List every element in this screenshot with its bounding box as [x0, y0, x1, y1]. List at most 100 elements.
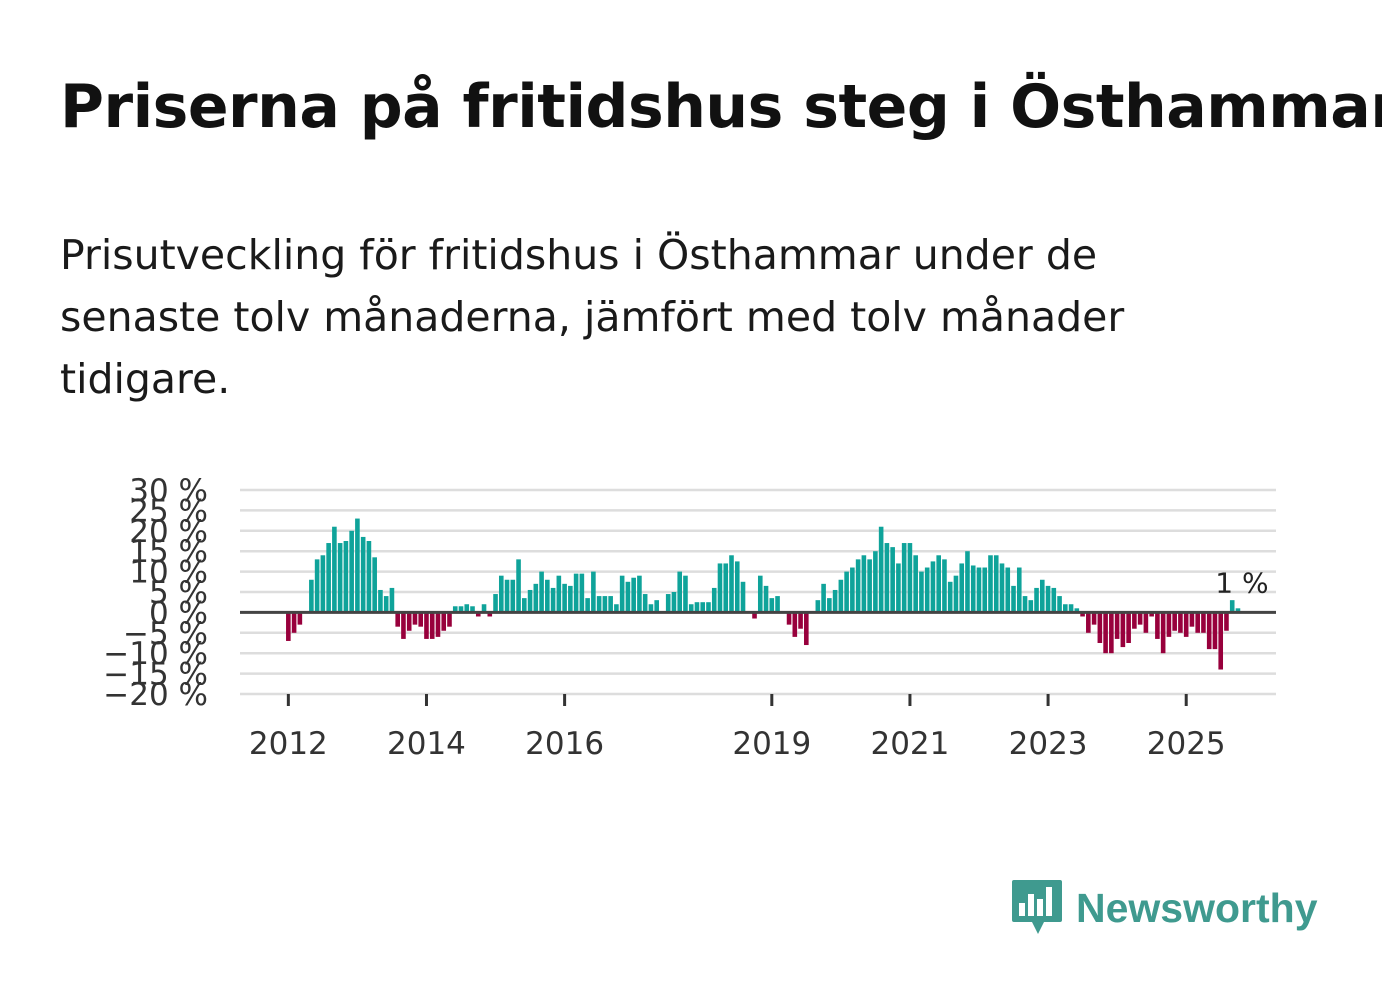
bar: [804, 612, 809, 646]
bar: [815, 600, 821, 613]
bar: [1172, 612, 1177, 631]
bar: [855, 559, 861, 613]
bar: [475, 612, 481, 617]
bar: [729, 555, 734, 613]
bar: [993, 555, 999, 613]
bar: [539, 571, 544, 613]
bar: [401, 612, 406, 639]
bar: [320, 555, 326, 613]
bar: [487, 612, 493, 617]
bar: [406, 612, 412, 631]
bar: [901, 543, 907, 613]
bar: [1103, 612, 1108, 654]
bar: [1137, 612, 1143, 625]
bar: [1011, 585, 1016, 613]
bar: [608, 596, 613, 613]
bar: [654, 600, 659, 613]
bar: [360, 536, 366, 613]
bar: [1045, 585, 1051, 613]
bar: [498, 575, 504, 613]
bar: [332, 526, 337, 613]
bar: [389, 587, 395, 613]
bar: [447, 612, 452, 627]
bar: [775, 596, 780, 613]
bar: [573, 573, 579, 613]
bar: [1235, 608, 1241, 613]
bar: [665, 594, 671, 613]
bar: [792, 612, 798, 637]
bar: [688, 604, 694, 613]
bar: [1051, 587, 1057, 613]
bar: [297, 612, 303, 625]
bar: [1189, 612, 1195, 627]
bar: [1218, 612, 1224, 670]
x-tick-label: 2016: [525, 726, 604, 762]
bar: [631, 577, 636, 613]
bar: [470, 606, 475, 613]
bar: [890, 547, 895, 613]
bar: [326, 543, 331, 613]
bar: [798, 612, 803, 629]
bar: [1166, 612, 1172, 637]
bar: [982, 567, 988, 613]
bar: [959, 563, 965, 613]
bar: [395, 612, 400, 627]
bar: [366, 541, 372, 613]
bar: [919, 571, 924, 613]
bar: [349, 530, 354, 613]
y-tick-label: −5 %: [123, 616, 208, 652]
y-tick-label: 5 %: [149, 575, 208, 611]
bar: [1080, 612, 1085, 617]
bar: [763, 585, 769, 613]
bar: [1206, 612, 1212, 650]
bar: [896, 563, 901, 613]
bar: [970, 565, 976, 613]
bar: [596, 596, 602, 613]
bar: [309, 579, 314, 613]
y-axis-labels: −20 %−15 %−10 %−5 %0 %5 %10 %15 %20 %25 …: [103, 473, 208, 713]
bar: [1034, 587, 1039, 613]
bar: [286, 612, 291, 641]
bar: [1155, 612, 1160, 639]
newsworthy-logo: Newsworthy: [1010, 878, 1318, 938]
bar: [562, 583, 567, 613]
end-value-label: 1 %: [1215, 566, 1268, 599]
bar: [314, 559, 320, 613]
bar: [452, 606, 458, 613]
brand-name: Newsworthy: [1076, 884, 1318, 931]
bar: [821, 583, 826, 613]
bar: [619, 575, 625, 613]
bar: [568, 585, 573, 613]
bar: [458, 606, 464, 613]
bar: [1120, 612, 1126, 648]
bar: [1097, 612, 1103, 643]
chart-subtitle: Prisutveckling för fritidshus i Östhamma…: [60, 231, 1125, 403]
bar: [343, 541, 349, 613]
y-tick-label: 25 %: [129, 493, 208, 529]
bar: [585, 598, 590, 613]
bar: [769, 598, 775, 613]
bar: [510, 579, 516, 613]
x-tick-label: 2012: [249, 726, 328, 762]
bar: [642, 594, 648, 613]
chart-title: Priserna på fritidshus steg i Östhammar: [60, 72, 1382, 142]
bar: [757, 575, 763, 613]
bar: [291, 612, 297, 633]
bar: [976, 567, 982, 613]
bar: [942, 559, 947, 613]
bar: [734, 561, 740, 613]
bar: [1114, 612, 1120, 639]
bar: [337, 543, 343, 613]
bar: [441, 612, 447, 631]
bar: [579, 573, 585, 613]
bar: [867, 559, 872, 613]
y-tick-label: −10 %: [103, 636, 208, 672]
bar: [637, 575, 642, 613]
bar: [545, 579, 550, 613]
bar: [861, 555, 867, 613]
bar: [481, 604, 487, 613]
bar: [1086, 612, 1091, 633]
bar: [424, 612, 429, 639]
bar: [1126, 612, 1131, 643]
y-tick-label: 15 %: [129, 534, 208, 570]
